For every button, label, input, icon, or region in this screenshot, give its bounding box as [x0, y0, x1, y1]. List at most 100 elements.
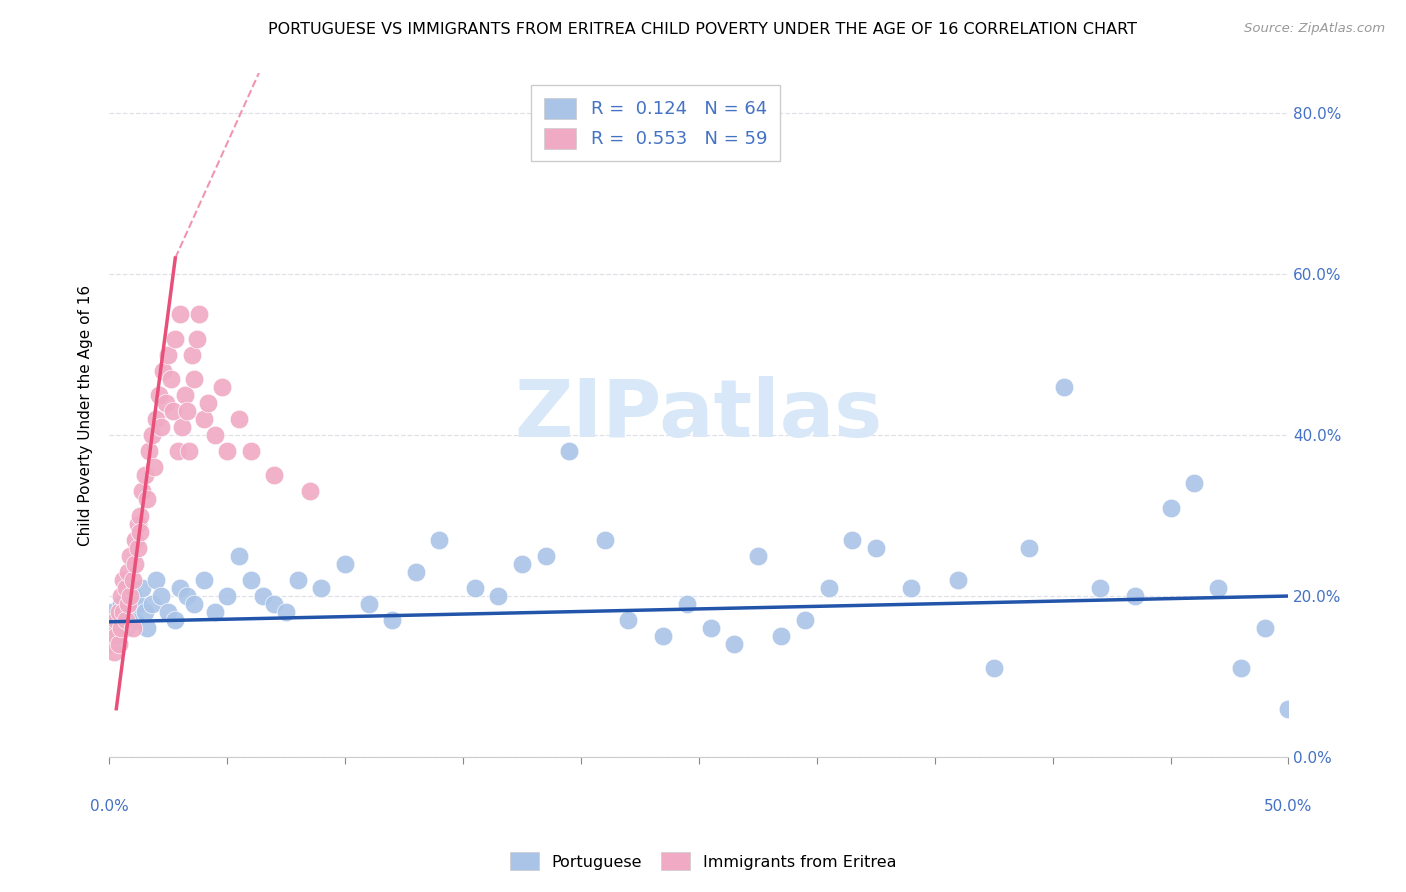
Point [105, 613, 128, 627]
Point [110, 589, 132, 603]
Point [204, 428, 226, 442]
Legend: Portuguese, Immigrants from Eritrea: Portuguese, Immigrants from Eritrea [503, 846, 903, 877]
Point [183, 372, 205, 386]
Point [136, 621, 159, 635]
Point [114, 581, 136, 595]
Point [1088, 581, 1111, 595]
Point [134, 605, 156, 619]
Point [159, 372, 181, 386]
Point [287, 573, 309, 587]
Point [794, 613, 817, 627]
Point [100, 605, 122, 619]
Point [138, 444, 160, 458]
Text: 50.0%: 50.0% [1264, 799, 1313, 814]
Point [172, 420, 194, 434]
Point [103, 621, 125, 635]
Point [1206, 581, 1229, 595]
Point [176, 404, 198, 418]
Point [114, 613, 136, 627]
Point [239, 573, 262, 587]
Point [100, 637, 122, 651]
Point [676, 597, 699, 611]
Point [107, 605, 129, 619]
Point [131, 581, 153, 595]
Legend: R =  0.124   N = 64, R =  0.553   N = 59: R = 0.124 N = 64, R = 0.553 N = 59 [531, 86, 780, 161]
Point [129, 524, 152, 539]
Point [228, 412, 250, 426]
Point [120, 605, 142, 619]
Point [162, 404, 184, 418]
Point [141, 428, 163, 442]
Point [112, 573, 135, 587]
Point [747, 549, 769, 563]
Point [381, 613, 404, 627]
Point [107, 637, 129, 651]
Point [165, 613, 187, 627]
Point [136, 492, 159, 507]
Point [114, 621, 136, 635]
Point [110, 597, 132, 611]
Point [127, 541, 149, 555]
Point [169, 307, 191, 321]
Point [534, 549, 557, 563]
Text: ZIPatlas: ZIPatlas [515, 376, 883, 454]
Point [169, 581, 191, 595]
Point [298, 484, 321, 499]
Point [127, 516, 149, 531]
Point [948, 573, 970, 587]
Point [186, 332, 208, 346]
Point [652, 629, 675, 643]
Point [1277, 701, 1299, 715]
Point [1123, 589, 1146, 603]
Point [121, 589, 143, 603]
Point [333, 557, 356, 571]
Point [157, 348, 180, 362]
Text: PORTUGUESE VS IMMIGRANTS FROM ERITREA CHILD POVERTY UNDER THE AGE OF 16 CORRELAT: PORTUGUESE VS IMMIGRANTS FROM ERITREA CH… [269, 22, 1137, 37]
Point [983, 661, 1005, 675]
Point [105, 613, 128, 627]
Point [699, 621, 721, 635]
Point [131, 484, 153, 499]
Point [464, 581, 486, 595]
Point [357, 597, 380, 611]
Point [120, 589, 142, 603]
Point [865, 541, 887, 555]
Point [121, 621, 143, 635]
Point [1018, 541, 1040, 555]
Point [165, 332, 187, 346]
Point [155, 396, 177, 410]
Point [124, 613, 146, 627]
Point [429, 533, 451, 547]
Point [145, 573, 167, 587]
Point [617, 613, 640, 627]
Text: Source: ZipAtlas.com: Source: ZipAtlas.com [1244, 22, 1385, 36]
Point [166, 444, 188, 458]
Point [405, 565, 427, 579]
Point [179, 444, 201, 458]
Point [263, 597, 285, 611]
Point [217, 444, 239, 458]
Point [183, 597, 205, 611]
Point [180, 348, 202, 362]
Point [841, 533, 863, 547]
Point [105, 629, 128, 643]
Point [193, 573, 215, 587]
Point [263, 468, 285, 483]
Point [150, 589, 173, 603]
Point [1182, 476, 1205, 491]
Point [217, 589, 239, 603]
Point [187, 307, 209, 321]
Y-axis label: Child Poverty Under the Age of 16: Child Poverty Under the Age of 16 [79, 285, 93, 546]
Point [129, 508, 152, 523]
Point [510, 557, 533, 571]
Point [239, 444, 262, 458]
Point [134, 468, 156, 483]
Point [197, 396, 219, 410]
Point [127, 597, 149, 611]
Point [152, 364, 174, 378]
Point [124, 557, 146, 571]
Point [110, 621, 132, 635]
Point [150, 420, 173, 434]
Point [117, 597, 139, 611]
Point [1053, 380, 1076, 394]
